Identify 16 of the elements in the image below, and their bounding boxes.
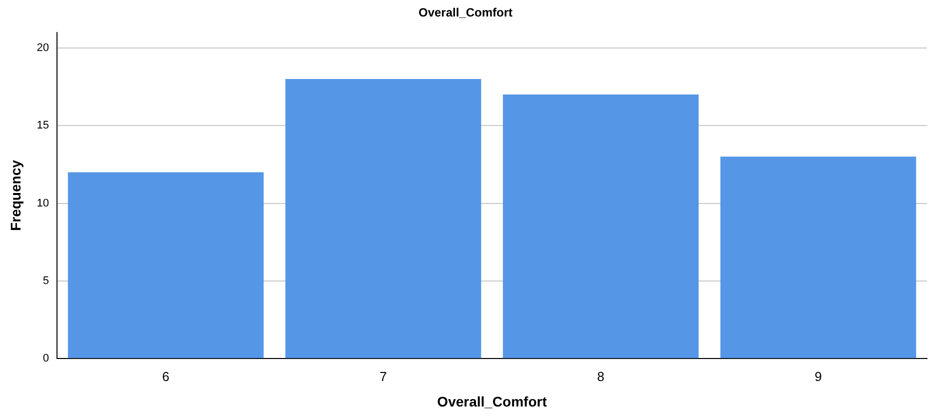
chart-title: Overall_Comfort <box>418 6 513 20</box>
y-tick-label: 15 <box>36 120 50 132</box>
bar <box>68 172 264 358</box>
x-tick-label: 7 <box>380 368 387 384</box>
y-axis-title: Frequency <box>7 160 24 231</box>
bar <box>502 94 699 358</box>
y-tick-label: 0 <box>42 352 50 365</box>
x-tick-label: 8 <box>597 368 604 384</box>
x-tick-label: 9 <box>814 368 822 384</box>
bar <box>720 156 916 358</box>
y-tick-label: 20 <box>36 42 50 54</box>
x-axis-title: Overall_Comfort <box>437 393 548 410</box>
x-tick-label: 6 <box>162 368 170 384</box>
y-tick-label: 5 <box>42 274 50 287</box>
y-tick-label: 10 <box>36 197 50 210</box>
bar <box>285 79 482 358</box>
